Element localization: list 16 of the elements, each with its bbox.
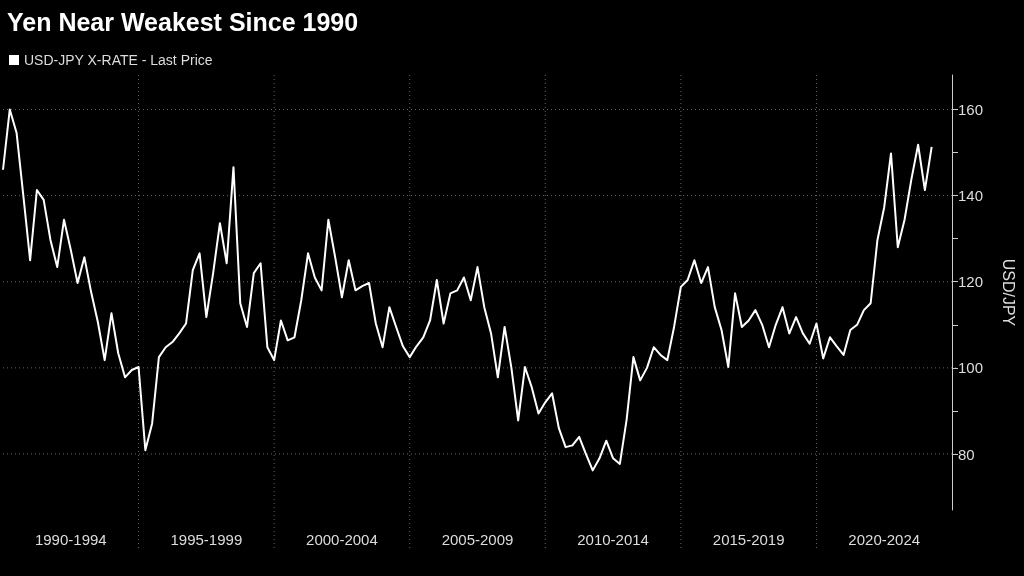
x-tick-label: 1990-1994 bbox=[34, 531, 107, 548]
y-tick-label: 80 bbox=[958, 445, 975, 463]
line-series bbox=[2, 108, 933, 472]
x-tick-label: 2020-2024 bbox=[848, 531, 921, 548]
y-tick-label: 100 bbox=[958, 359, 984, 377]
y-tick-label: 140 bbox=[958, 187, 984, 205]
x-tick-label: 2015-2019 bbox=[712, 531, 785, 548]
y-tick-label: 160 bbox=[958, 100, 984, 118]
y-axis-title: USD/JPY bbox=[999, 258, 1017, 327]
x-tick-label: 2000-2004 bbox=[306, 531, 378, 548]
chart-title: Yen Near Weakest Since 1990 bbox=[7, 7, 359, 36]
x-tick-label: 2010-2014 bbox=[577, 531, 649, 548]
y-tick-label: 120 bbox=[958, 273, 984, 291]
legend-label: USD-JPY X-RATE - Last Price bbox=[24, 52, 213, 68]
x-tick-label: 2005-2009 bbox=[441, 531, 514, 548]
x-tick-label: 1995-1999 bbox=[170, 531, 243, 548]
